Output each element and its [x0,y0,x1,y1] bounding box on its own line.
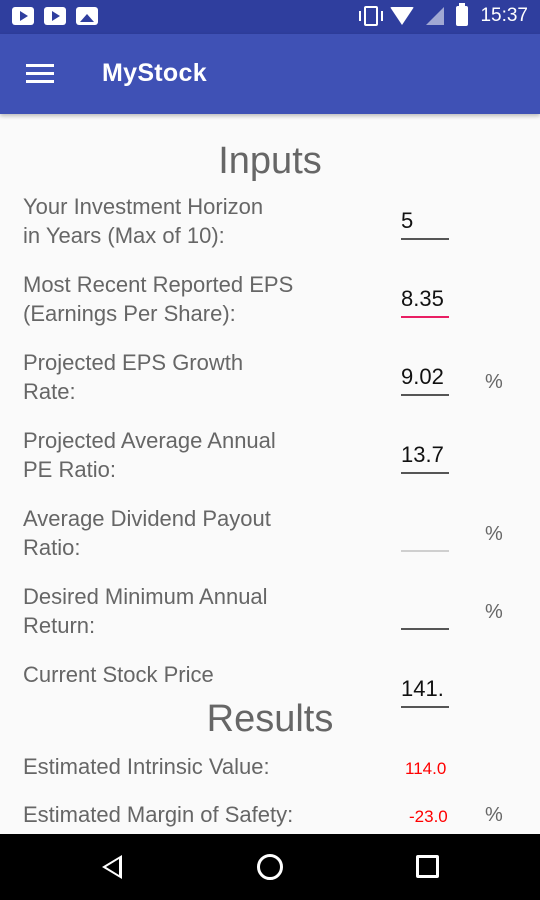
intrinsic-value-label: Estimated Intrinsic Value: [23,754,270,779]
home-icon[interactable] [257,854,283,880]
margin-of-safety-label: Estimated Margin of Safety: [23,802,294,827]
investment-horizon-input[interactable]: 5 [401,204,449,240]
results-heading: Results [206,698,334,740]
eps-input[interactable]: 8.35 [401,282,449,318]
app-title: MyStock [102,59,207,87]
dividend-payout-label: Average Dividend Payout Ratio: [23,506,271,560]
min-return-input[interactable] [401,594,449,630]
battery-icon [456,3,469,26]
status-bar: 15:37 [0,0,540,34]
youtube-icon [44,7,66,25]
dividend-payout-input[interactable] [401,516,449,552]
cellular-icon [426,7,445,25]
image-icon [76,7,98,25]
main-content[interactable]: Inputs Your Investment Horizon in Years … [0,114,540,834]
stock-price-label: Current Stock Price [23,662,214,687]
min-return-label: Desired Minimum Annual Return: [23,584,268,638]
app-bar: MyStock [0,34,540,114]
notification-icons [12,7,98,25]
pe-ratio-label: Projected Average Annual PE Ratio: [23,428,276,482]
margin-of-safety-percent: % [485,804,503,826]
eps-growth-percent: % [485,371,503,393]
youtube-icon [12,7,34,25]
dividend-payout-percent: % [485,523,503,545]
eps-label: Most Recent Reported EPS (Earnings Per S… [23,272,294,326]
min-return-percent: % [485,601,503,623]
intrinsic-value: 114.0 [405,759,447,778]
investment-horizon-label: Your Investment Horizon in Years (Max of… [23,194,264,248]
margin-of-safety-value: -23.0 [409,807,448,826]
eps-growth-label: Projected EPS Growth Rate: [23,350,244,404]
stock-price-input[interactable]: 141. [401,672,449,708]
wifi-icon [390,7,415,25]
navigation-bar [0,834,540,900]
hamburger-menu-icon[interactable] [26,64,54,84]
system-icons: 15:37 [359,3,528,27]
inputs-heading: Inputs [218,140,322,182]
recent-apps-icon[interactable] [416,855,439,878]
eps-growth-input[interactable]: 9.02 [401,360,449,396]
vibrate-icon [359,6,384,26]
pe-ratio-input[interactable]: 13.7 [401,438,449,474]
back-icon[interactable] [102,855,122,879]
status-time: 15:37 [480,5,528,26]
